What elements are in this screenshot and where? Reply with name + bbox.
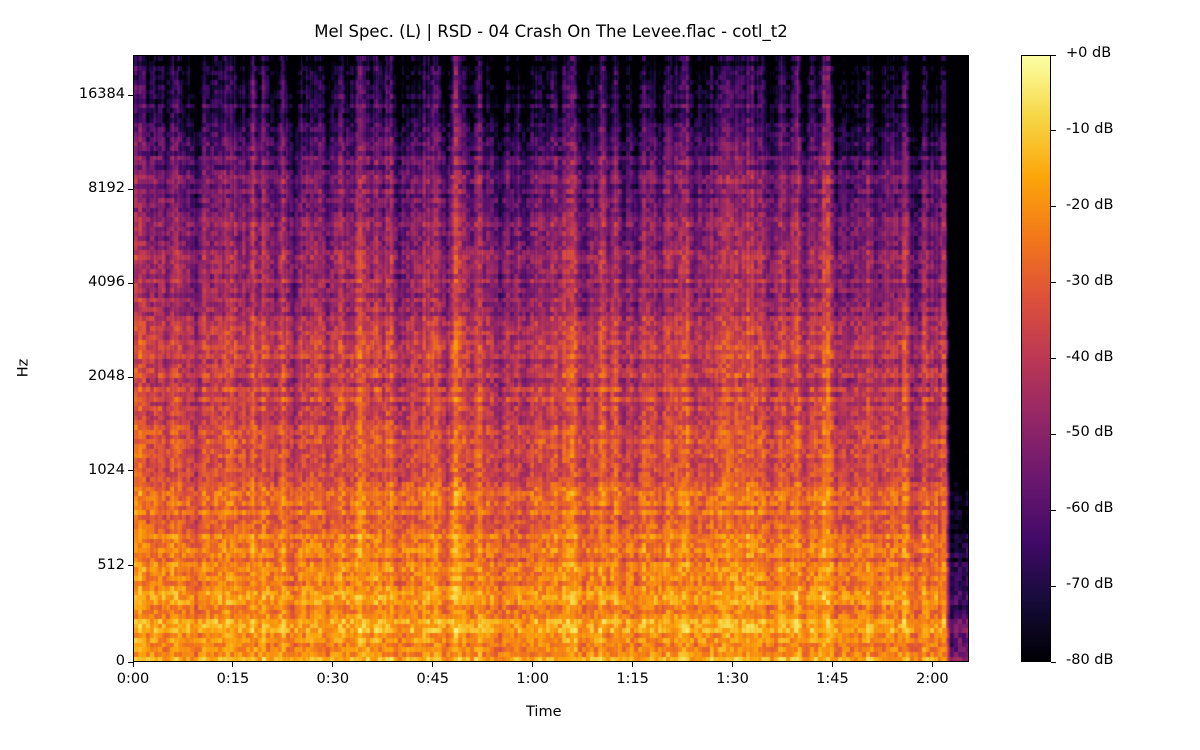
x-tick-label: 1:45 <box>816 671 849 687</box>
x-tick-label: 1:30 <box>716 671 749 687</box>
spectrogram-heatmap <box>134 56 968 661</box>
y-tick-label: 0 <box>115 653 125 669</box>
x-tick-mark <box>132 662 134 667</box>
colorbar-tick-label: -70 dB <box>1066 576 1114 593</box>
spectrogram-plot-area <box>133 55 969 662</box>
colorbar <box>1021 55 1051 662</box>
colorbar-tick-label: -80 dB <box>1066 652 1114 668</box>
colorbar-tick-mark <box>1051 433 1056 435</box>
y-tick-mark <box>128 376 133 378</box>
x-tick-label: 0:30 <box>316 671 350 687</box>
x-tick-label: 0:15 <box>216 671 250 687</box>
chart-title: Mel Spec. (L) | RSD - 04 Crash On The Le… <box>314 22 788 41</box>
y-tick-label: 16384 <box>78 86 125 103</box>
colorbar-tick-label: -20 dB <box>1066 196 1114 213</box>
x-tick-mark <box>432 662 434 667</box>
colorbar-tick-label: +0 dB <box>1066 45 1112 61</box>
x-tick-label: 0:45 <box>416 671 450 687</box>
y-tick-label: 8192 <box>88 180 125 197</box>
x-tick-label: 1:00 <box>516 671 549 687</box>
y-axis-label: Hz <box>15 358 32 378</box>
colorbar-tick-mark <box>1051 358 1056 359</box>
colorbar-tick-mark <box>1051 54 1056 56</box>
colorbar-tick-label: -10 dB <box>1066 120 1114 137</box>
colorbar-tick-mark <box>1051 585 1056 587</box>
x-tick-label: 0:00 <box>116 671 150 687</box>
colorbar-tick-mark <box>1051 206 1056 208</box>
y-tick-label: 1024 <box>88 461 125 478</box>
x-tick-mark <box>632 662 634 667</box>
colorbar-tick-mark <box>1051 130 1056 132</box>
y-tick-label: 2048 <box>88 368 125 385</box>
colorbar-tick-label: -50 dB <box>1066 424 1114 441</box>
x-tick-label: 2:00 <box>916 671 949 687</box>
colorbar-tick-label: -30 dB <box>1066 272 1114 289</box>
x-tick-label: 1:15 <box>616 671 649 687</box>
colorbar-tick-label: -40 dB <box>1066 348 1114 365</box>
y-tick-mark <box>128 661 133 663</box>
x-tick-mark <box>931 662 933 667</box>
y-tick-label: 4096 <box>88 274 125 291</box>
x-tick-mark <box>332 662 334 667</box>
y-tick-label: 512 <box>97 556 125 573</box>
y-tick-mark <box>128 282 133 284</box>
y-tick-mark <box>128 188 133 190</box>
colorbar-tick-label: -60 dB <box>1066 500 1114 517</box>
x-tick-mark <box>831 662 833 667</box>
colorbar-tick-mark <box>1051 509 1056 511</box>
x-axis-label: Time <box>526 704 562 720</box>
colorbar-tick-mark <box>1051 661 1056 663</box>
x-tick-mark <box>732 662 734 667</box>
y-tick-mark <box>128 470 133 472</box>
y-tick-mark <box>128 565 133 567</box>
colorbar-tick-mark <box>1051 282 1056 284</box>
x-tick-mark <box>532 662 534 667</box>
y-tick-mark <box>128 94 133 96</box>
x-tick-mark <box>232 662 234 667</box>
